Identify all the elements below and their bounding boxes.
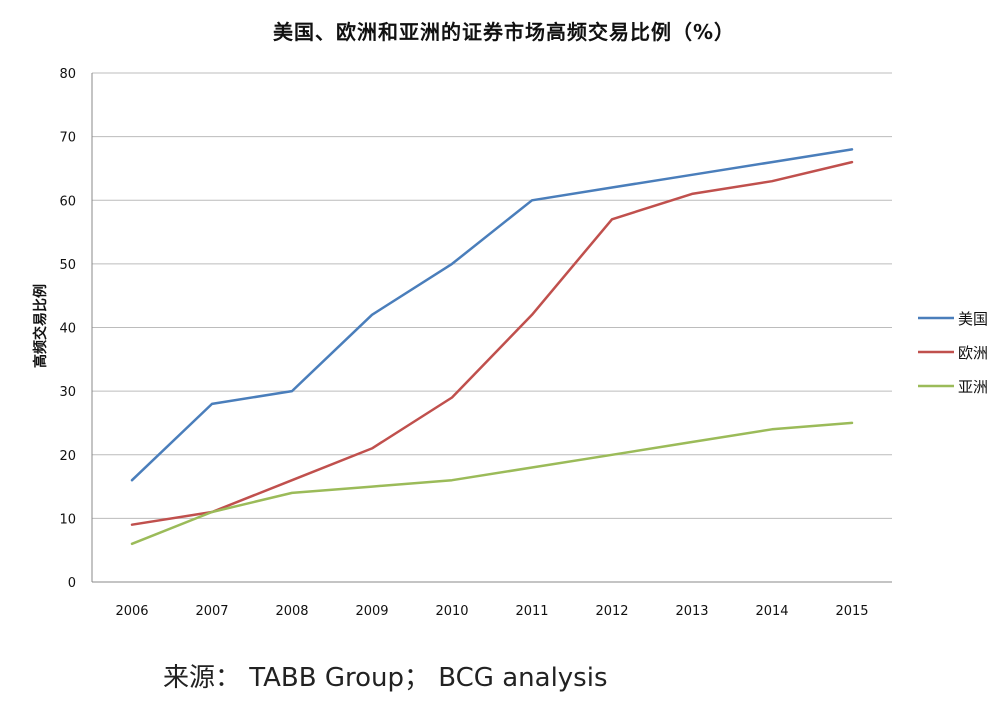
y-tick-label: 40 [59,322,76,337]
axes: 0 10 20 30 40 50 60 70 80 2006 2007 2008 2009 2010 201… [59,67,868,619]
series-line-2 [130,421,854,546]
x-tick-label: 2015 [835,604,868,619]
series-line-1 [130,160,854,526]
chart-title: 美国、欧洲和亚洲的证券市场高频交易比例（%） [272,20,736,44]
y-tick-label: 70 [59,131,76,146]
source-note: 来源： TABB Group； BCG analysis [163,663,608,693]
y-tick-label: 30 [59,385,76,400]
x-tick-label: 2014 [755,604,788,619]
y-tick-label: 10 [59,512,76,527]
y-tick-label: 60 [59,194,76,209]
legend-label: 美国 [958,310,988,328]
x-tick-label: 2013 [675,604,708,619]
gridlines [92,72,892,583]
y-tick-label: 50 [59,258,76,273]
x-tick-label: 2008 [275,604,308,619]
x-tick-label: 2006 [115,604,148,619]
legend-label: 欧洲 [958,344,988,362]
legend-label: 亚洲 [958,378,988,396]
x-tick-label: 2012 [595,604,628,619]
x-tick-label: 2009 [355,604,388,619]
series-line-0 [130,148,854,482]
y-tick-label: 80 [59,67,76,82]
y-axis-label: 高频交易比例 [32,284,49,368]
x-tick-label: 2007 [195,604,228,619]
y-tick-label: 0 [68,576,76,591]
y-tick-label: 20 [59,449,76,464]
series-lines [130,148,854,546]
x-tick-label: 2010 [435,604,468,619]
x-tick-label: 2011 [515,604,548,619]
